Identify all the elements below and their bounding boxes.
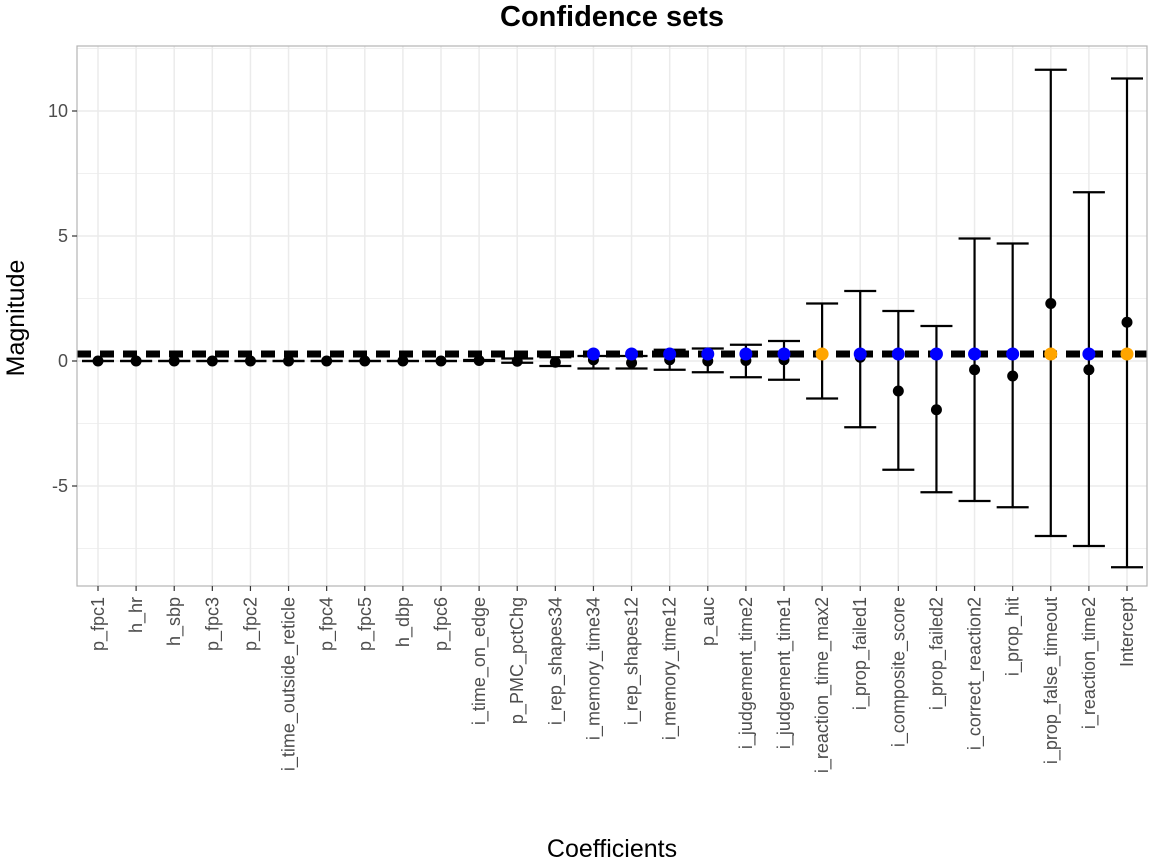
estimate-point-p_fpc6 (435, 355, 447, 367)
blue-marker-i_judgement_time1 (777, 347, 791, 361)
orange-marker-i_reaction_time_max2 (815, 347, 829, 361)
blue-marker-i_memory_time34 (586, 347, 600, 361)
estimate-point-h_hr (130, 355, 142, 367)
blue-marker-i_rep_shapes12 (625, 347, 639, 361)
x-tick-label: p_fpc1 (88, 597, 109, 651)
x-axis-ticks: p_fpc1 h_hr h_sbp p_fpc3 p_fpc2 i_time_outsid… (88, 586, 1137, 773)
orange-marker-i_prop_false_timeout (1044, 347, 1058, 361)
x-tick-label: i_time_on_edge (469, 597, 490, 725)
estimate-point-i_prop_hit (1007, 370, 1019, 382)
y-axis-title: Magnitude (2, 260, 30, 377)
x-tick-label: i_prop_failed1 (850, 597, 871, 710)
chart-title: Confidence sets (500, 1, 724, 33)
blue-marker-i_correct_reaction2 (968, 347, 982, 361)
estimate-point-i_time_outside_reticle (283, 355, 295, 367)
estimate-point-p_fpc2 (244, 355, 256, 367)
estimate-point-i_time_on_edge (473, 355, 485, 366)
x-tick-label: i_prop_failed2 (926, 597, 947, 710)
estimate-point-h_dbp (397, 355, 409, 367)
estimate-point-i_rep_shapes34 (549, 356, 561, 368)
x-tick-label: i_reaction_time_max2 (812, 597, 833, 773)
x-tick-label: p_PMC_pctChg (507, 597, 528, 724)
x-tick-label: i_reaction_time2 (1079, 597, 1100, 729)
estimate-point-p_fpc3 (206, 355, 218, 367)
estimate-point-h_sbp (168, 355, 180, 367)
estimate-point-i_rep_shapes12 (626, 357, 638, 369)
x-tick-label: i_judgement_time2 (736, 597, 757, 749)
blue-marker-i_reaction_time2 (1082, 347, 1096, 361)
x-tick-label: i_rep_shapes34 (545, 597, 566, 725)
panel-border (76, 45, 1148, 587)
x-tick-label: i_composite_score (888, 597, 909, 747)
blue-marker-i_composite_score (891, 347, 905, 361)
x-tick-label: p_fpc3 (202, 597, 223, 651)
blue-marker-p_auc (701, 347, 715, 361)
estimate-point-i_prop_failed2 (930, 404, 942, 416)
x-tick-label: h_sbp (164, 597, 185, 646)
x-tick-label: p_auc (698, 597, 719, 646)
y-tick-label: -5 (52, 476, 68, 496)
x-tick-label: p_fpc4 (317, 597, 338, 651)
estimate-point-p_fpc4 (321, 355, 333, 367)
x-tick-label: h_hr (126, 597, 147, 633)
estimate-point-i_reaction_time2 (1083, 364, 1095, 376)
x-tick-label: p_fpc2 (240, 597, 261, 651)
y-tick-label: 0 (58, 351, 68, 371)
orange-marker-Intercept (1120, 347, 1134, 361)
estimate-point-p_fpc5 (359, 355, 371, 367)
y-tick-label: 5 (58, 226, 68, 246)
x-tick-label: i_correct_reaction2 (965, 597, 986, 750)
estimate-point-Intercept (1121, 316, 1133, 328)
x-tick-label: i_judgement_time1 (774, 597, 795, 749)
x-axis-title: Coefficients (547, 835, 677, 863)
x-tick-label: i_prop_hit (1003, 597, 1024, 676)
blue-marker-i_memory_time12 (663, 347, 677, 361)
x-tick-label: p_fpc6 (431, 597, 452, 651)
gridlines (77, 46, 1147, 586)
blue-marker-i_prop_failed1 (853, 347, 867, 361)
y-axis-ticks: -5 0 5 10 (48, 101, 77, 496)
x-tick-label: i_memory_time12 (660, 597, 681, 740)
blue-marker-i_prop_hit (1006, 347, 1020, 361)
estimate-point-i_prop_false_timeout (1045, 298, 1057, 309)
estimate-point-p_PMC_pctChg (511, 355, 523, 367)
error-bars (82, 68, 1143, 569)
x-tick-label: i_rep_shapes12 (622, 597, 643, 725)
estimate-point-i_correct_reaction2 (969, 364, 981, 376)
x-tick-label: i_prop_false_timeout (1041, 597, 1062, 764)
x-tick-label: h_dbp (393, 597, 414, 647)
blue-marker-i_judgement_time2 (739, 347, 753, 361)
x-tick-label: i_memory_time34 (583, 597, 604, 740)
x-tick-label: i_time_outside_reticle (279, 597, 300, 771)
highlight-markers (586, 347, 1134, 361)
estimate-point-p_fpc1 (92, 355, 104, 367)
y-tick-label: 10 (48, 101, 68, 121)
estimate-point-i_composite_score (892, 385, 904, 397)
x-tick-label: p_fpc5 (355, 597, 376, 651)
x-tick-label: Intercept (1117, 597, 1137, 667)
blue-marker-i_prop_failed2 (929, 347, 943, 361)
